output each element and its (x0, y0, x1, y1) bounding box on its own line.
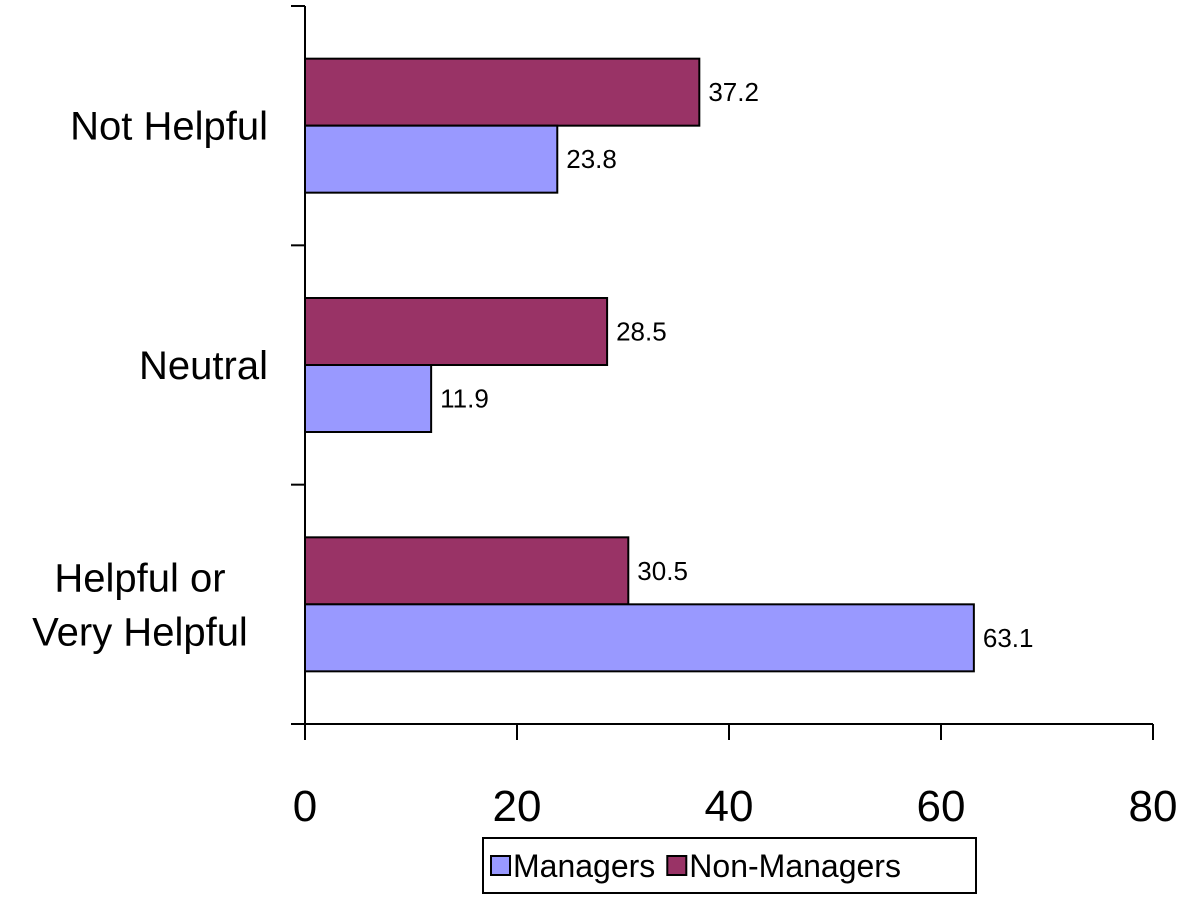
x-tick-label: 80 (1129, 782, 1178, 831)
category-label: Neutral (139, 344, 268, 388)
legend-label: Managers (513, 848, 655, 884)
data-label: 30.5 (637, 556, 688, 586)
category-label: Not Helpful (70, 105, 268, 149)
legend: Managers Non-Managers (482, 837, 977, 894)
category-labels: Not Helpful Neutral Helpful or Very Helpful (32, 105, 268, 655)
x-tick-label: 60 (917, 782, 966, 831)
legend-label: Non-Managers (689, 848, 901, 884)
bars (304, 57, 975, 673)
bar-non-managers (304, 536, 630, 606)
category-label: Helpful or Very Helpful (32, 556, 248, 654)
x-tick-label: 40 (705, 782, 754, 831)
legend-box (482, 837, 977, 894)
data-label: 23.8 (566, 144, 617, 174)
bar-managers (304, 124, 559, 194)
x-tick-label: 0 (293, 782, 317, 831)
x-tick-label: 20 (493, 782, 542, 831)
bar-non-managers (304, 57, 701, 127)
data-label: 28.5 (616, 317, 667, 347)
data-label: 37.2 (708, 77, 759, 107)
data-label: 11.9 (440, 384, 489, 414)
bar-managers (304, 364, 433, 433)
bar-non-managers (304, 297, 609, 366)
x-axis-tick-labels: 0 20 40 60 80 (293, 782, 1178, 831)
legend-swatch (666, 855, 688, 876)
bar-managers (304, 603, 975, 673)
legend-swatch (490, 855, 511, 876)
data-labels: 37.2 23.8 28.5 11.9 30.5 63.1 (440, 77, 1033, 653)
data-label: 63.1 (983, 623, 1034, 653)
